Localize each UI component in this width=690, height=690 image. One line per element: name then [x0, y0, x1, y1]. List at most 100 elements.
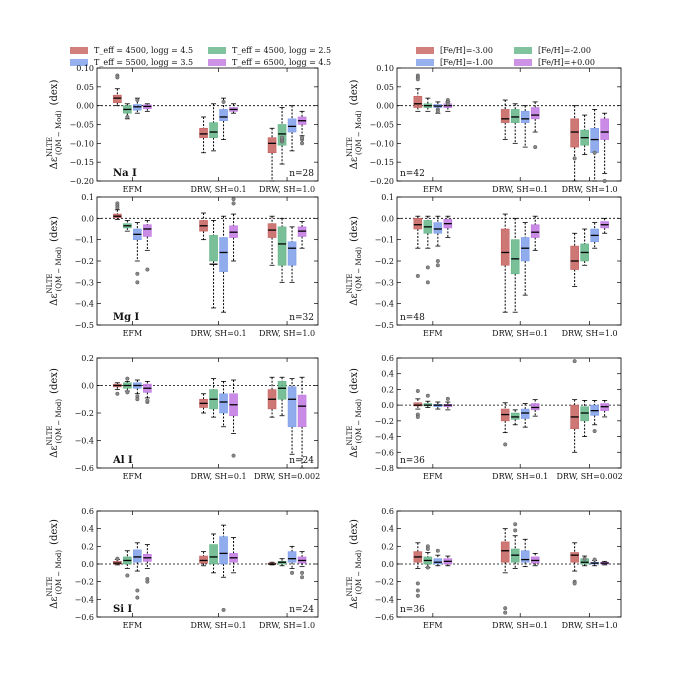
legend-label: T_eff = 4500, logg = 2.5 [232, 46, 331, 55]
outlier-point [425, 546, 430, 551]
box-1-1 [510, 103, 520, 144]
y-tick-label: 0.10 [76, 64, 94, 73]
x-category-label: DRW, SH=0.1 [191, 185, 247, 194]
legend-swatch [70, 59, 88, 66]
y-tick-label: −0.3 [375, 278, 394, 287]
box-iqr [219, 393, 228, 414]
x-category-label: EFM [123, 621, 143, 630]
box-2-0 [267, 376, 277, 418]
x-category-label: DRW, SH=0.002 [254, 472, 320, 481]
y-tick-label: −0.2 [375, 417, 394, 426]
outlier-point [503, 610, 508, 615]
box-2-0 [267, 215, 277, 266]
legend-label: T_eff = 5500, logg = 3.5 [94, 58, 193, 67]
box-1-0 [199, 393, 208, 414]
element-label: Si I [113, 604, 133, 615]
box-0-2 [133, 97, 142, 114]
box-iqr [433, 558, 443, 565]
y-tick-label: −0.10 [69, 139, 94, 148]
y-tick-label: −0.3 [75, 278, 94, 287]
x-category-label: DRW, SH=1.0 [259, 621, 315, 630]
outlier-point [231, 201, 236, 206]
x-category-label: DRW, SH=1.0 [259, 185, 315, 194]
box-0-1 [123, 220, 132, 232]
sample-count-label: n=36 [400, 605, 425, 615]
box-1-3 [530, 215, 540, 251]
outlier-point [415, 593, 420, 598]
outlier-point [572, 359, 577, 364]
legend-label: [Fe/H]=-2.00 [538, 46, 591, 55]
y-tick-label: −0.4 [75, 595, 94, 604]
element-label: Na I [113, 168, 137, 179]
outlier-point [115, 556, 120, 561]
element-label: Al I [112, 455, 133, 466]
outlier-point [435, 263, 440, 268]
box-0-1 [423, 97, 433, 112]
box-2-1 [277, 107, 287, 165]
box-2-3 [297, 551, 307, 580]
x-category-label: DRW, SH=1.0 [562, 185, 618, 194]
box-1-0 [199, 116, 208, 154]
y-tick-label: −0.05 [69, 121, 94, 130]
y-tick-label: −0.1 [375, 236, 394, 245]
box-2-0 [570, 232, 579, 288]
y-tick-label: −0.2 [75, 409, 94, 418]
legend-label: [Fe/H]=+0.00 [538, 58, 595, 67]
box-2-3 [600, 112, 609, 183]
box-iqr [219, 536, 228, 565]
outlier-point [592, 429, 597, 434]
y-tick-label: −0.1 [75, 236, 94, 245]
box-2-2 [287, 545, 297, 575]
y-tick-label: −0.6 [75, 613, 94, 622]
box-2-1 [580, 400, 589, 437]
box-0-0 [113, 382, 122, 396]
panel-si-right: 0.6 0.4 0.2 0.0 −0.2 −0.4 −0.6 EFM DRW, SH=0.1 DR… [346, 507, 622, 630]
legend-label: [Fe/H]=-3.00 [440, 46, 493, 55]
box-2-1 [277, 558, 287, 567]
y-tick-label: 0.00 [76, 102, 94, 111]
x-category-label: DRW, SH=0.002 [557, 472, 623, 481]
y-tick-label: −0.15 [69, 158, 94, 167]
box-1-0 [500, 528, 510, 615]
y-tick-label: 0.10 [376, 64, 394, 73]
y-tick-label: −0.6 [375, 613, 394, 622]
outlier-point [435, 109, 440, 114]
box-iqr [219, 237, 228, 272]
box-2-3 [297, 221, 307, 249]
box-2-0 [267, 561, 277, 566]
plot-frame [96, 357, 319, 469]
box-iqr [297, 394, 307, 428]
sample-count-label: n=24 [289, 605, 314, 615]
y-axis-label: ΔεNLTE(QM − Mod)(dex) [346, 519, 363, 609]
outlier-point [415, 581, 420, 586]
legend-swatch [416, 59, 434, 66]
y-tick-label: −0.4 [375, 300, 394, 309]
box-2-0 [570, 359, 579, 453]
x-category-label: EFM [123, 329, 143, 338]
box-2-2 [590, 400, 599, 434]
y-tick-label: −0.20 [69, 177, 94, 186]
box-iqr [530, 403, 540, 411]
box-0-1 [423, 393, 433, 408]
box-2-3 [600, 560, 609, 566]
y-axis-label: ΔεNLTE(QM − Mod)(dex) [346, 368, 363, 458]
box-0-3 [143, 380, 152, 405]
panel-mg-left: 0.1 0.0 −0.1 −0.2 −0.3 −0.4 −0.5 EFM DRW, SH=0.1… [46, 193, 319, 338]
box-iqr [520, 408, 530, 419]
plot-frame [396, 357, 622, 469]
element-label: Mg I [113, 312, 140, 323]
box-0-1 [423, 544, 433, 570]
y-tick-label: 0.0 [81, 382, 94, 391]
legend-label: T_eff = 6500, logg = 4.5 [232, 58, 331, 67]
box-iqr [510, 412, 520, 420]
box-0-0 [413, 73, 423, 112]
outlier-point [592, 557, 597, 562]
y-tick-label: −0.2 [375, 257, 394, 266]
box-0-3 [443, 396, 453, 411]
box-2-1 [277, 376, 287, 417]
outlier-point [445, 396, 450, 401]
box-iqr [287, 386, 297, 428]
box-0-3 [443, 215, 453, 238]
outlier-point [513, 522, 518, 527]
outlier-point [135, 280, 140, 285]
